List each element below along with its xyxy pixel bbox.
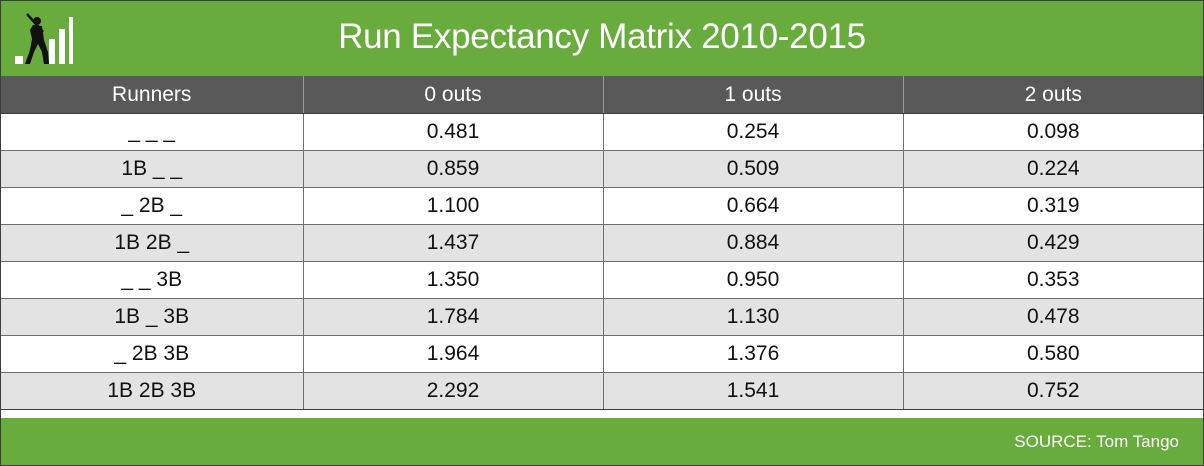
runners-cell: _ 2B 3B [1,335,303,373]
value-cell: 1.376 [602,335,903,373]
value-cell: 0.353 [902,261,1203,299]
value-cell: 1.100 [302,187,603,225]
runners-cell: 1B 2B 3B [1,372,303,410]
value-cell: 0.098 [902,113,1203,151]
table-row: 1B 2B 3B 2.292 1.541 0.752 [1,372,1203,410]
table-row: _ _ 3B 1.350 0.950 0.353 [1,261,1203,299]
value-cell: 0.224 [902,150,1203,188]
value-cell: 0.481 [302,113,603,151]
value-cell: 0.509 [602,150,903,188]
value-cell: 1.437 [302,224,603,262]
table-row: 1B _ _ 0.859 0.509 0.224 [1,150,1203,188]
value-cell: 1.541 [602,372,903,410]
value-cell: 1.784 [302,298,603,336]
chart-title: Run Expectancy Matrix 2010-2015 [338,17,866,56]
column-header-runners: Runners [1,76,303,114]
footer-bar: SOURCE: Tom Tango [1,418,1203,465]
value-cell: 0.429 [902,224,1203,262]
table-row: _ _ _ 0.481 0.254 0.098 [1,113,1203,151]
value-cell: 0.859 [302,150,603,188]
column-header-1-outs: 1 outs [602,76,903,114]
source-credit: SOURCE: Tom Tango [1014,432,1179,451]
value-cell: 1.350 [302,261,603,299]
value-cell: 0.752 [902,372,1203,410]
table-header-row: Runners 0 outs 1 outs 2 outs [1,76,1203,114]
runners-cell: _ _ 3B [1,261,303,299]
table-row: 1B 2B _ 1.437 0.884 0.429 [1,224,1203,262]
column-header-0-outs: 0 outs [302,76,603,114]
value-cell: 0.884 [602,224,903,262]
runners-cell: 1B 2B _ [1,224,303,262]
batter-bar-chart-icon [15,13,73,64]
runners-cell: _ _ _ [1,113,303,151]
value-cell: 1.964 [302,335,603,373]
table-row: _ 2B 3B 1.964 1.376 0.580 [1,335,1203,373]
value-cell: 0.319 [902,187,1203,225]
column-header-2-outs: 2 outs [902,76,1203,114]
table-row: _ 2B _ 1.100 0.664 0.319 [1,187,1203,225]
runners-cell: _ 2B _ [1,187,303,225]
value-cell: 2.292 [302,372,603,410]
value-cell: 0.664 [602,187,903,225]
runners-cell: 1B _ _ [1,150,303,188]
value-cell: 0.478 [902,298,1203,336]
value-cell: 0.254 [602,113,903,151]
runners-cell: 1B _ 3B [1,298,303,336]
table-row: 1B _ 3B 1.784 1.130 0.478 [1,298,1203,336]
run-expectancy-table: Runners 0 outs 1 outs 2 outs _ _ _ 0.481… [1,76,1203,410]
value-cell: 0.580 [902,335,1203,373]
value-cell: 0.950 [602,261,903,299]
value-cell: 1.130 [602,298,903,336]
title-bar: Run Expectancy Matrix 2010-2015 [1,1,1203,76]
